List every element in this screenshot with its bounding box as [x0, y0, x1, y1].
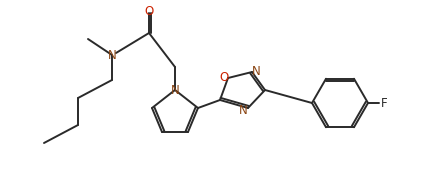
Text: N: N — [107, 49, 116, 62]
Text: N: N — [170, 83, 179, 96]
Text: O: O — [219, 70, 228, 83]
Text: F: F — [380, 96, 386, 109]
Text: N: N — [251, 65, 260, 78]
Text: O: O — [144, 5, 153, 18]
Text: N: N — [238, 104, 247, 117]
